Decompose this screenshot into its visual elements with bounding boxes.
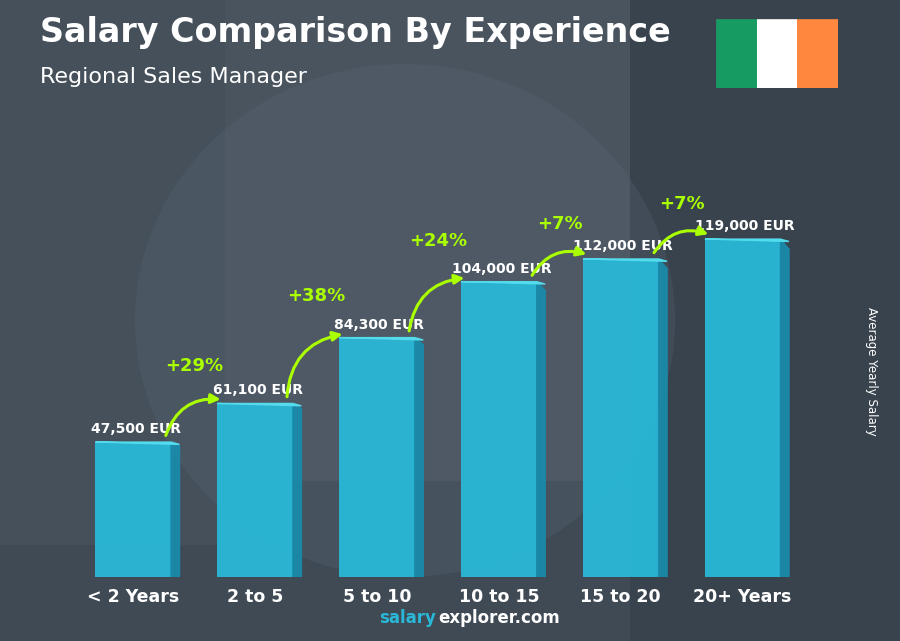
Text: 112,000 EUR: 112,000 EUR: [573, 239, 673, 253]
Polygon shape: [780, 239, 789, 577]
Text: Salary Comparison By Experience: Salary Comparison By Experience: [40, 16, 671, 49]
Bar: [583, 259, 659, 577]
Text: 84,300 EUR: 84,300 EUR: [335, 318, 425, 331]
Polygon shape: [171, 442, 179, 577]
Bar: [705, 239, 780, 577]
Bar: [461, 281, 536, 577]
Bar: [630, 0, 900, 641]
Polygon shape: [583, 259, 667, 262]
Text: +7%: +7%: [659, 196, 705, 213]
Polygon shape: [339, 338, 423, 340]
Text: 119,000 EUR: 119,000 EUR: [696, 219, 795, 233]
Text: explorer.com: explorer.com: [438, 609, 560, 627]
Text: +38%: +38%: [287, 287, 346, 305]
Text: salary: salary: [380, 609, 436, 627]
Text: 104,000 EUR: 104,000 EUR: [452, 262, 551, 276]
Polygon shape: [705, 239, 789, 242]
Text: +29%: +29%: [165, 357, 223, 375]
Bar: [225, 0, 630, 481]
Polygon shape: [461, 281, 545, 284]
Bar: [757, 19, 797, 88]
Polygon shape: [217, 403, 302, 406]
Bar: [797, 19, 838, 88]
Polygon shape: [292, 403, 302, 577]
Polygon shape: [536, 281, 545, 577]
Polygon shape: [415, 338, 423, 577]
Bar: [217, 403, 292, 577]
Ellipse shape: [135, 64, 675, 577]
Text: Regional Sales Manager: Regional Sales Manager: [40, 67, 308, 87]
Text: +24%: +24%: [409, 233, 467, 251]
Bar: [339, 338, 415, 577]
Polygon shape: [659, 259, 667, 577]
Text: +7%: +7%: [537, 215, 582, 233]
Bar: [716, 19, 757, 88]
Bar: [95, 442, 171, 577]
Text: 61,100 EUR: 61,100 EUR: [212, 383, 302, 397]
Text: Average Yearly Salary: Average Yearly Salary: [865, 308, 878, 436]
Text: 47,500 EUR: 47,500 EUR: [91, 422, 181, 436]
Polygon shape: [95, 442, 179, 444]
Bar: [0, 0, 225, 545]
